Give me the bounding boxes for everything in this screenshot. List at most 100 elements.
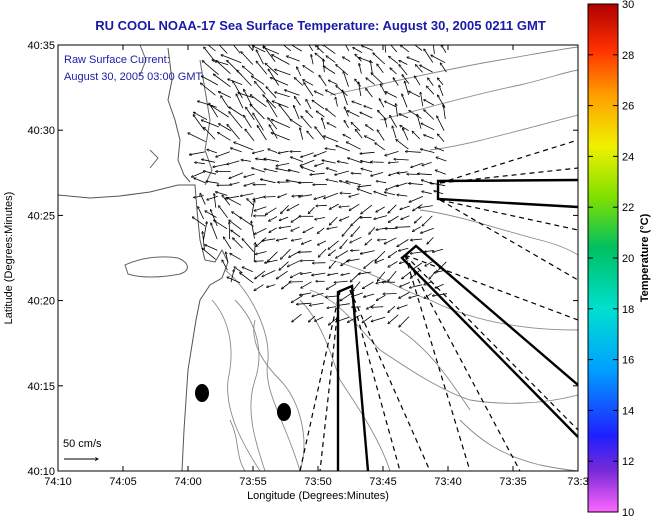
- current-arrow: [328, 249, 336, 256]
- current-arrow: [262, 270, 276, 276]
- current-arrow: [340, 293, 351, 301]
- current-arrow: [342, 57, 351, 62]
- x-tick-label: 73:3: [567, 476, 588, 488]
- current-arrow: [245, 129, 255, 142]
- current-arrow: [227, 124, 240, 140]
- current-arrow: [326, 168, 338, 172]
- current-arrow: [388, 204, 397, 213]
- current-arrow: [412, 131, 421, 140]
- current-arrow: [420, 149, 435, 153]
- current-arrow: [300, 272, 312, 274]
- current-arrow: [327, 123, 337, 128]
- current-arrow: [202, 61, 219, 76]
- current-arrow: [366, 78, 375, 85]
- current-arrow: [361, 169, 373, 173]
- current-arrow: [396, 104, 398, 117]
- current-arrow: [227, 160, 240, 165]
- current-arrow: [242, 267, 254, 273]
- current-arrow: [435, 170, 446, 175]
- current-arrow: [292, 195, 303, 196]
- current-arrow: [254, 228, 267, 234]
- current-arrow: [300, 128, 304, 140]
- current-arrow: [266, 284, 276, 288]
- current-arrow: [312, 100, 325, 110]
- current-arrow: [384, 101, 397, 108]
- current-arrow: [299, 292, 312, 295]
- current-arrow: [398, 247, 409, 251]
- current-arrow: [396, 227, 411, 228]
- current-arrow: [322, 160, 336, 164]
- current-arrow: [227, 277, 241, 284]
- current-arrow: [339, 216, 350, 221]
- current-arrow: [195, 162, 205, 163]
- current-arrow: [394, 159, 409, 160]
- current-arrow: [390, 68, 397, 75]
- current-arrow: [314, 151, 327, 156]
- colorbar-tick-label: 28: [622, 50, 634, 62]
- current-arrow: [422, 162, 432, 165]
- current-arrow: [371, 172, 384, 176]
- y-tick-label: 40:35: [27, 40, 55, 52]
- current-arrow: [327, 306, 337, 309]
- current-arrow: [418, 205, 433, 208]
- current-arrow: [353, 47, 363, 53]
- current-arrow: [347, 158, 363, 164]
- current-arrow: [379, 99, 385, 108]
- current-arrow: [351, 122, 361, 132]
- current-arrow: [370, 60, 373, 74]
- current-arrow: [203, 232, 205, 251]
- current-arrow: [230, 253, 241, 261]
- current-arrow: [231, 230, 241, 238]
- current-arrow: [384, 237, 397, 244]
- current-arrow: [323, 136, 339, 143]
- station-marker-2: [277, 403, 291, 421]
- colorbar-tick-label: 24: [622, 151, 634, 163]
- current-arrow: [388, 215, 399, 222]
- current-arrow: [329, 216, 338, 225]
- current-arrow: [278, 193, 288, 198]
- colorbar-ticks: 30 28 26 24 22 20 18 16 14 12 10: [588, 0, 634, 518]
- current-arrow: [420, 92, 424, 107]
- current-arrow: [324, 192, 339, 198]
- current-arrow: [325, 148, 336, 151]
- current-arrow: [262, 238, 276, 241]
- current-arrow: [336, 146, 351, 152]
- current-arrow: [316, 205, 327, 206]
- current-arrow: [343, 71, 349, 87]
- current-arrow: [192, 217, 206, 227]
- current-arrow: [232, 45, 241, 54]
- colorbar-tick-label: 26: [622, 101, 634, 113]
- current-arrow: [375, 250, 386, 261]
- current-arrow: [315, 45, 324, 54]
- current-arrow: [278, 150, 289, 153]
- current-arrow: [247, 199, 255, 206]
- current-arrow: [256, 50, 264, 65]
- current-arrow: [247, 45, 254, 52]
- current-arrow: [315, 217, 326, 219]
- current-arrow: [207, 195, 218, 200]
- current-arrow: [308, 45, 314, 52]
- current-arrow: [360, 161, 372, 164]
- current-arrow: [400, 45, 410, 53]
- current-arrow: [328, 80, 338, 85]
- current-arrow: [401, 215, 410, 220]
- current-arrow: [260, 179, 276, 184]
- current-arrow: [311, 54, 314, 65]
- current-arrow: [349, 203, 360, 210]
- current-arrow: [276, 168, 290, 172]
- current-arrow: [300, 159, 315, 166]
- scale-label: 50 cm/s: [63, 438, 102, 450]
- current-arrow: [308, 315, 316, 322]
- current-arrow: [424, 110, 435, 120]
- current-arrow: [388, 270, 397, 282]
- colorbar-tick-label: 10: [622, 507, 634, 518]
- current-arrow: [256, 237, 267, 247]
- current-arrow: [205, 245, 218, 251]
- current-arrow: [376, 206, 385, 212]
- annotation-line-1: Raw Surface Current:: [64, 54, 170, 66]
- current-arrow: [360, 250, 375, 254]
- current-arrow: [265, 63, 279, 76]
- current-arrow: [358, 271, 372, 274]
- current-arrow: [347, 111, 360, 117]
- current-arrow: [284, 90, 300, 96]
